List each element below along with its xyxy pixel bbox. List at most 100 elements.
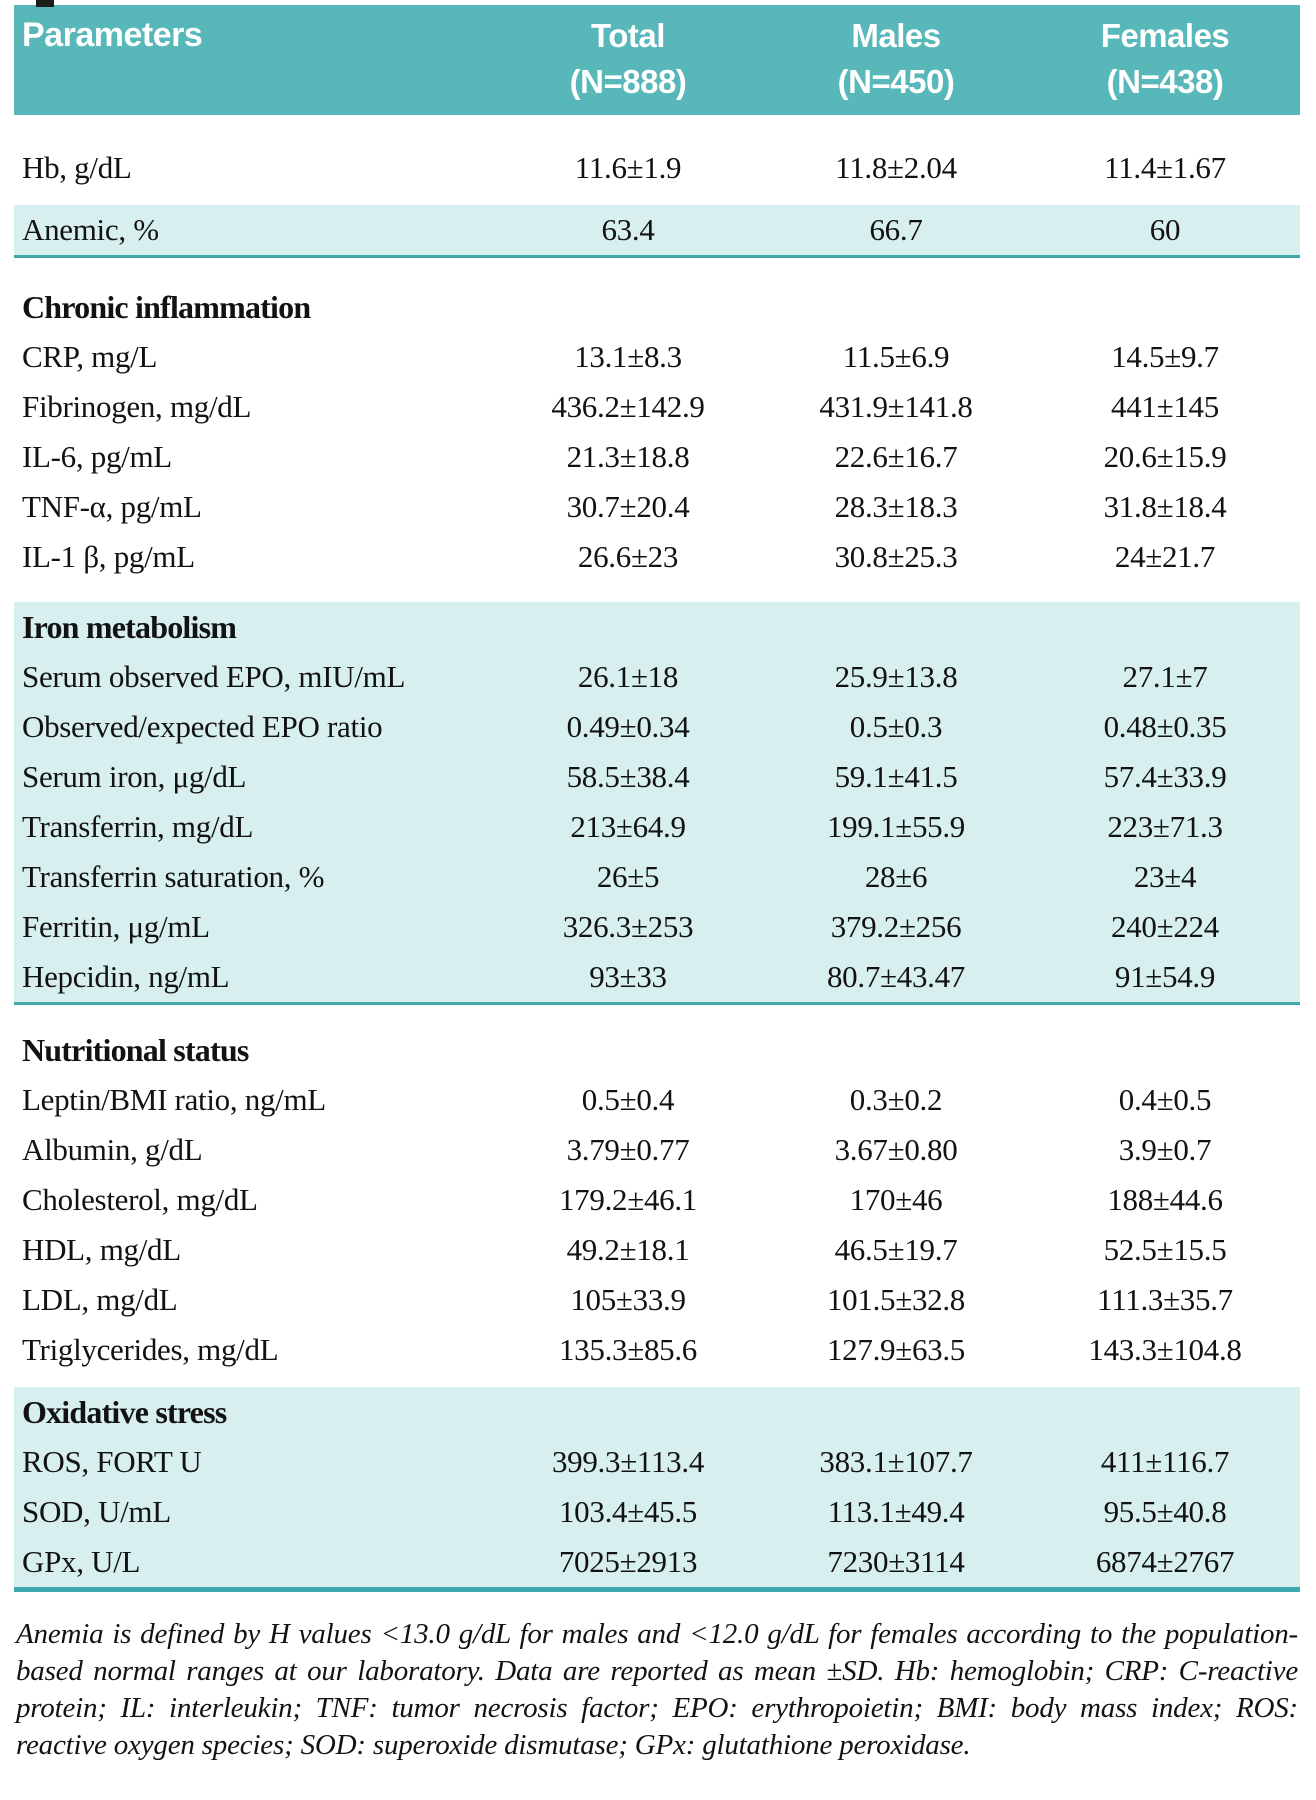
row-value-total: 11.6±1.9: [574, 150, 682, 185]
row-value-total: 58.5±38.4: [566, 759, 690, 794]
row-label: Albumin, g/dL: [22, 1132, 203, 1167]
row-value-total: 135.3±85.6: [558, 1332, 697, 1367]
row-label: IL-6, pg/mL: [22, 439, 172, 474]
row-label: ROS, FORT U: [22, 1444, 202, 1479]
row-value-males: 170±46: [849, 1182, 943, 1217]
row-value-total: 0.49±0.34: [566, 709, 690, 744]
row-label: Hepcidin, ng/mL: [22, 959, 230, 994]
row-value-males: 113.1±49.4: [827, 1494, 965, 1529]
table-section: Anemic, % 63.4 66.7 60: [14, 205, 1300, 258]
table-row: Anemic, % 63.4 66.7 60: [14, 205, 1300, 255]
section-title: Nutritional status: [22, 1031, 249, 1068]
row-value-males: 80.7±43.47: [826, 959, 965, 994]
scan-artifact: [36, 0, 54, 7]
table-section: Chronic inflammation CRP, mg/L 13.1±8.3 11.…: [14, 282, 1300, 582]
row-value-total: 105±33.9: [570, 1282, 686, 1317]
table-row: GPx, U/L 7025±2913 7230±3114 6874±2767: [14, 1537, 1300, 1587]
table-footnote: Anemia is defined by H values <13.0 g/dL…: [16, 1618, 1298, 1761]
row-value-total: 13.1±8.3: [574, 339, 682, 374]
column-header-females-n: (N=438): [1106, 63, 1224, 100]
row-value-total: 103.4±45.5: [558, 1494, 697, 1529]
row-value-females: 24±21.7: [1114, 539, 1216, 574]
row-value-total: 179.2±46.1: [558, 1182, 697, 1217]
row-value-total: 7025±2913: [558, 1544, 698, 1579]
row-value-males: 66.7: [869, 212, 923, 247]
row-value-females: 27.1±7: [1122, 659, 1208, 694]
column-header-total-label: Total: [591, 17, 665, 54]
row-label: Leptin/BMI ratio, ng/mL: [22, 1082, 326, 1117]
column-header-parameters: Parameters: [22, 16, 203, 54]
section-title: Iron metabolism: [22, 608, 237, 645]
row-value-males: 379.2±256: [830, 909, 962, 944]
row-value-females: 57.4±33.9: [1103, 759, 1227, 794]
table-row: Albumin, g/dL 3.79±0.77 3.67±0.80 3.9±0.7: [14, 1125, 1300, 1175]
row-value-males: 59.1±41.5: [834, 759, 958, 794]
table-row: ROS, FORT U 399.3±113.4 383.1±107.7 411±116…: [14, 1437, 1300, 1487]
row-value-total: 436.2±142.9: [551, 389, 705, 424]
column-header-total-n: (N=888): [569, 63, 687, 100]
row-label: LDL, mg/dL: [22, 1282, 178, 1317]
table-row: SOD, U/mL 103.4±45.5 113.1±49.4 95.5±40.8: [14, 1487, 1300, 1537]
table-row: Serum observed EPO, mIU/mL 26.1±18 25.9±13…: [14, 652, 1300, 702]
row-value-males: 127.9±63.5: [826, 1332, 965, 1367]
row-label: Transferrin, mg/dL: [22, 809, 254, 844]
row-value-total: 399.3±113.4: [551, 1444, 705, 1479]
row-value-males: 25.9±13.8: [834, 659, 958, 694]
row-value-females: 6874±2767: [1095, 1544, 1235, 1579]
row-label: HDL, mg/dL: [22, 1232, 181, 1267]
row-value-females: 11.4±1.67: [1104, 150, 1226, 185]
table-row: TNF-α, pg/mL 30.7±20.4 28.3±18.3 31.8±18.4: [14, 482, 1300, 532]
row-value-total: 63.4: [601, 212, 655, 247]
column-header-females: Females (N=438): [1030, 13, 1300, 115]
table-row: LDL, mg/dL 105±33.9 101.5±32.8 111.3±35.7: [14, 1275, 1300, 1325]
table-header-row: Parameters Total (N=888) Males (N=450) F…: [14, 5, 1300, 115]
row-value-males: 46.5±19.7: [834, 1232, 958, 1267]
table-section: Nutritional status Leptin/BMI ratio, ng/m…: [14, 1025, 1300, 1375]
column-header-males: Males (N=450): [762, 13, 1030, 115]
row-value-total: 0.5±0.4: [581, 1082, 675, 1117]
row-value-males: 101.5±32.8: [826, 1282, 965, 1317]
row-value-females: 60: [1149, 212, 1181, 247]
row-value-males: 0.5±0.3: [849, 709, 943, 744]
table-row: Observed/expected EPO ratio 0.49±0.34 0.5±…: [14, 702, 1300, 752]
row-label: Triglycerides, mg/dL: [22, 1332, 279, 1367]
section-title: Chronic inflammation: [22, 288, 311, 325]
row-value-females: 20.6±15.9: [1103, 439, 1227, 474]
table-row: Transferrin, mg/dL 213±64.9 199.1±55.9 223±…: [14, 802, 1300, 852]
row-label: Serum iron, μg/dL: [22, 759, 247, 794]
table-row: Hb, g/dL 11.6±1.9 11.8±2.04 11.4±1.67: [14, 131, 1300, 205]
row-value-males: 3.67±0.80: [834, 1132, 958, 1167]
column-header-total: Total (N=888): [494, 13, 762, 115]
row-value-total: 93±33: [589, 959, 667, 994]
table-row: IL-1 β, pg/mL 26.6±23 30.8±25.3 24±21.7: [14, 532, 1300, 582]
row-value-females: 3.9±0.7: [1118, 1132, 1212, 1167]
row-value-total: 26±5: [596, 859, 660, 894]
row-value-total: 30.7±20.4: [566, 489, 690, 524]
row-value-males: 7230±3114: [827, 1544, 965, 1579]
row-value-females: 411±116.7: [1100, 1444, 1230, 1479]
row-value-total: 26.6±23: [577, 539, 679, 574]
table-body: Hb, g/dL 11.6±1.9 11.8±2.04 11.4±1.67 Anemic…: [14, 131, 1300, 1592]
row-value-males: 22.6±16.7: [834, 439, 958, 474]
table-row: Fibrinogen, mg/dL 436.2±142.9 431.9±141.8 4…: [14, 382, 1300, 432]
row-value-females: 95.5±40.8: [1103, 1494, 1227, 1529]
table-row: Ferritin, μg/mL 326.3±253 379.2±256 240±224: [14, 902, 1300, 952]
row-value-females: 14.5±9.7: [1111, 339, 1219, 374]
row-label: CRP, mg/L: [22, 339, 158, 374]
table-row: Transferrin saturation, % 26±5 28±6 23±4: [14, 852, 1300, 902]
column-header-males-label: Males: [851, 17, 941, 54]
row-value-males: 199.1±55.9: [826, 809, 965, 844]
table-row: Hepcidin, ng/mL 93±33 80.7±43.47 91±54.9: [14, 952, 1300, 1002]
row-label: Fibrinogen, mg/dL: [22, 389, 252, 424]
row-value-females: 52.5±15.5: [1103, 1232, 1227, 1267]
row-label: Hb, g/dL: [22, 150, 132, 185]
row-value-total: 26.1±18: [577, 659, 679, 694]
row-value-males: 383.1±107.7: [819, 1444, 973, 1479]
table-row: HDL, mg/dL 49.2±18.1 46.5±19.7 52.5±15.5: [14, 1225, 1300, 1275]
row-value-females: 31.8±18.4: [1103, 489, 1227, 524]
row-value-total: 21.3±18.8: [566, 439, 690, 474]
section-title: Oxidative stress: [22, 1393, 227, 1430]
row-label: IL-1 β, pg/mL: [22, 539, 195, 574]
